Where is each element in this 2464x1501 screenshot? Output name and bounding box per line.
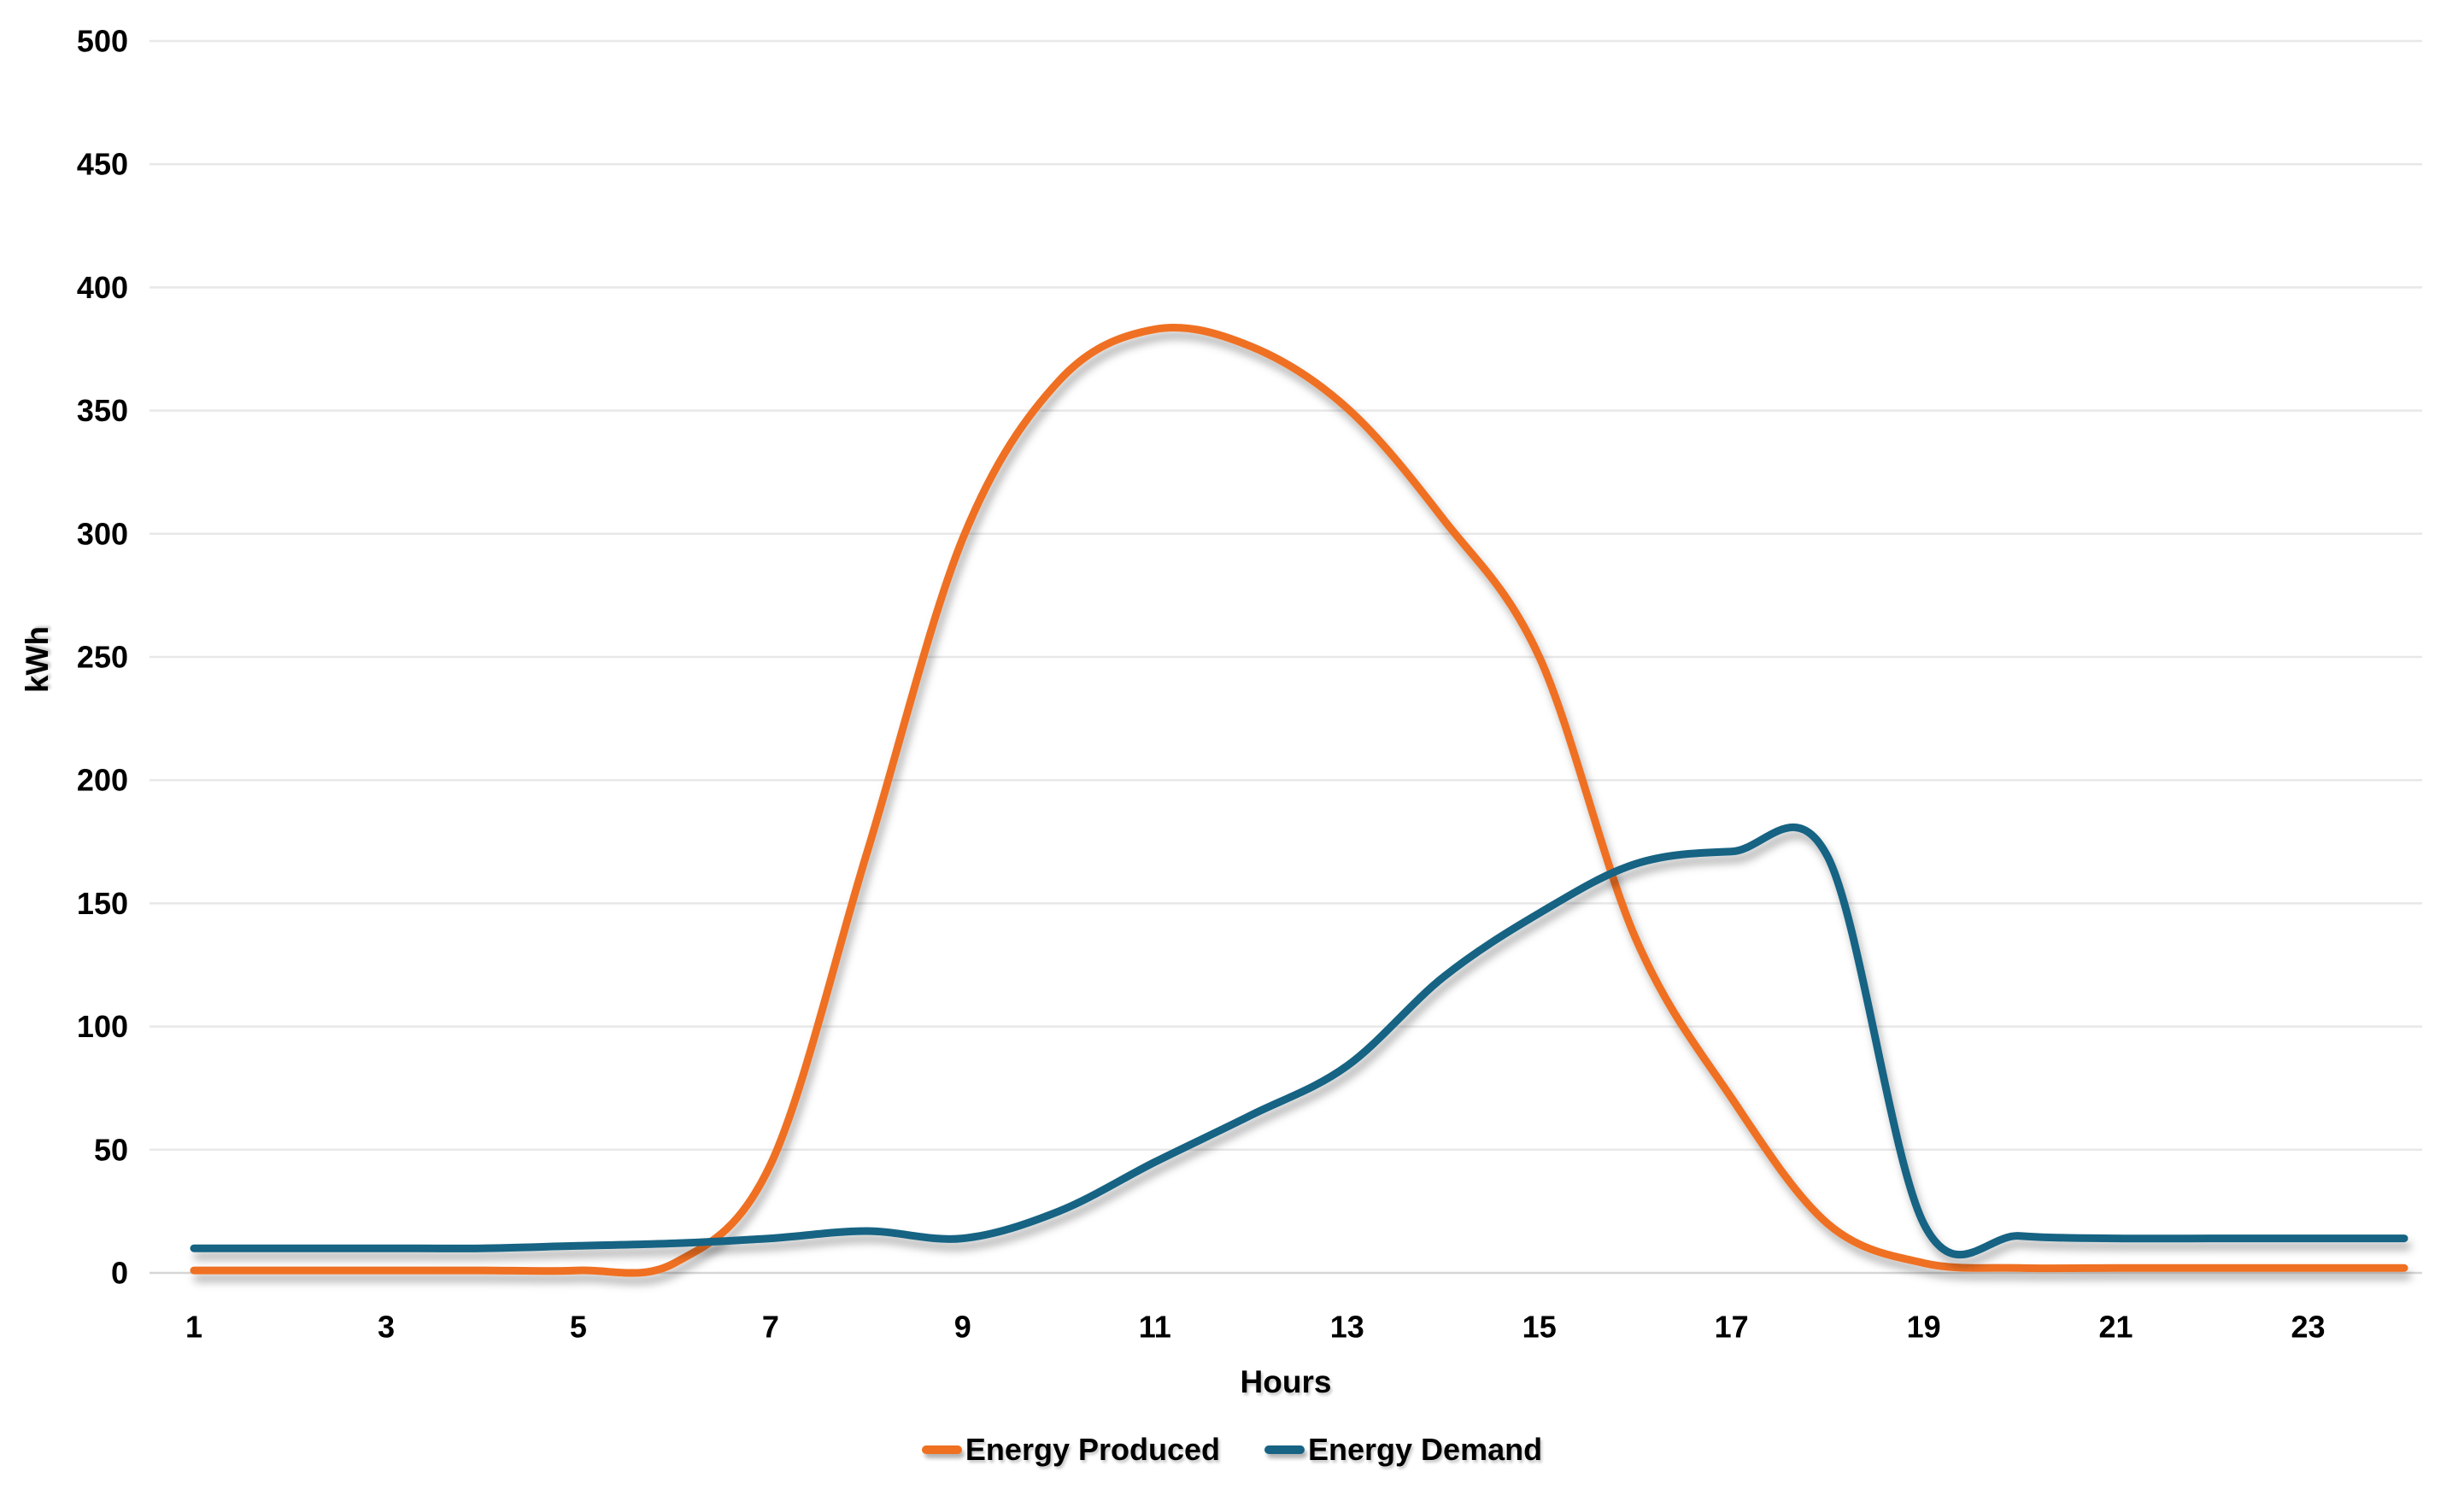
- y-tick-label: 350: [77, 393, 128, 428]
- y-tick-label: 300: [77, 516, 128, 551]
- y-tick-label: 400: [77, 270, 128, 305]
- x-tick-label: 5: [570, 1310, 587, 1345]
- x-tick-label: 15: [1522, 1310, 1557, 1345]
- y-tick-label: 500: [77, 24, 128, 59]
- legend: Energy Produced Energy Demand: [0, 1432, 2464, 1468]
- y-tick-label: 150: [77, 886, 128, 921]
- series-line-energy-demand: [190, 823, 2408, 1259]
- x-tick-label: 19: [1907, 1310, 1941, 1345]
- x-tick-label: 17: [1715, 1310, 1749, 1345]
- y-tick-label: 250: [77, 640, 128, 675]
- x-tick-label: 23: [2291, 1310, 2325, 1345]
- legend-item-energy-demand: Energy Demand: [1264, 1432, 1542, 1468]
- energy-produced-line-swatch: [921, 1445, 962, 1454]
- y-tick-label: 450: [77, 147, 128, 182]
- series-line-energy-produced: [190, 323, 2408, 1277]
- legend-label-energy-demand: Energy Demand: [1308, 1432, 1543, 1467]
- x-tick-label: 11: [1139, 1310, 1171, 1345]
- energy-demand-line-swatch: [1264, 1445, 1305, 1454]
- x-axis-title: Hours: [1240, 1364, 1332, 1399]
- x-tick-label: 21: [2099, 1310, 2133, 1345]
- legend-label-energy-produced: Energy Produced: [965, 1432, 1220, 1467]
- x-tick-label: 9: [954, 1310, 971, 1345]
- x-tick-label: 13: [1330, 1310, 1364, 1345]
- y-tick-label: 200: [77, 763, 128, 798]
- y-tick-label: 100: [77, 1009, 128, 1044]
- x-tick-label: 3: [378, 1310, 395, 1345]
- x-tick-label: 7: [762, 1310, 779, 1345]
- x-tick-label: 1: [185, 1310, 202, 1345]
- y-axis-title: kWh: [20, 625, 55, 694]
- y-tick-label: 0: [111, 1256, 128, 1291]
- y-tick-label: 50: [94, 1132, 128, 1167]
- legend-item-energy-produced: Energy Produced: [921, 1432, 1220, 1468]
